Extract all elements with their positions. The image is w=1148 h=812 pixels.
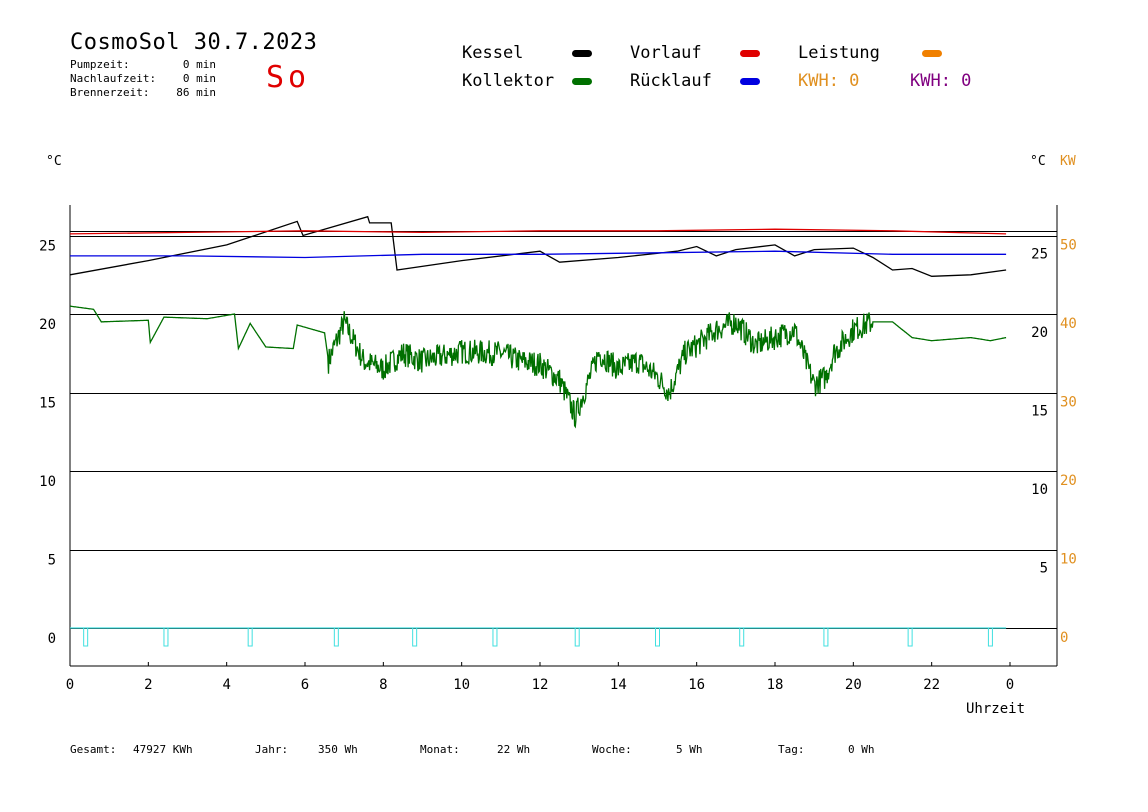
leistung-pulse-5	[492, 627, 498, 647]
stat-nachlaufzeit-value: 0 min	[182, 72, 216, 85]
legend-kwh-orange: KWH: 0	[798, 71, 860, 91]
footer-monat-label: Monat:	[420, 743, 460, 756]
stat-nachlaufzeit-label: Nachlaufzeit:	[70, 72, 157, 85]
x-tick-12: 0	[1006, 677, 1014, 693]
y-left-tick-15: 15	[39, 396, 56, 412]
x-tick-2: 4	[222, 677, 230, 693]
leistung-pulse-1	[163, 627, 169, 647]
right-axis-unit: °C	[1030, 154, 1046, 169]
stat-brennerzeit-value: 86 min	[176, 86, 216, 99]
leistung-pulse-9	[823, 627, 829, 647]
legend-kessel-label: Kessel	[462, 43, 524, 63]
x-tick-7: 14	[610, 677, 627, 693]
series-vorlauf	[69, 228, 1007, 235]
x-tick-0: 0	[66, 677, 74, 693]
leistung-pulse-11	[987, 627, 993, 647]
footer-woche-label: Woche:	[592, 743, 632, 756]
series-lines	[69, 215, 1007, 647]
legend-leistung-label: Leistung	[798, 43, 880, 63]
legend-kollektor-label: Kollektor	[462, 71, 555, 91]
y-right-tick-15: 15	[1031, 404, 1048, 420]
x-tick-1: 2	[144, 677, 152, 693]
y-left-tick-5: 5	[48, 553, 56, 569]
x-tick-8: 16	[688, 677, 705, 693]
footer-jahr-value: 350 Wh	[318, 743, 358, 756]
footer-gesamt-label: Gesamt:	[70, 743, 117, 756]
stat-pumpzeit-value: 0 min	[182, 58, 216, 71]
series-ruecklauf	[70, 250, 1007, 259]
series-kessel	[69, 215, 1007, 277]
footer-jahr-label: Jahr:	[255, 743, 289, 756]
grid-lines	[69, 205, 1058, 667]
footer-monat-value: 22 Wh	[497, 743, 531, 756]
y-kw-tick-50: 50	[1060, 238, 1077, 254]
y-left-tick-0: 0	[48, 631, 56, 647]
leistung-pulse-2	[247, 627, 253, 647]
leistung-pulse-8	[739, 627, 745, 647]
legend-kollektor-swatch	[572, 78, 592, 85]
x-tick-4: 8	[379, 677, 387, 693]
legend-leistung-swatch	[922, 50, 942, 57]
x-tick-3: 6	[301, 677, 309, 693]
y-kw-tick-40: 40	[1060, 316, 1077, 332]
leistung-pulse-0	[83, 627, 89, 647]
footer-tag-value: 0 Wh	[848, 743, 875, 756]
x-tick-10: 20	[845, 677, 862, 693]
legend-vorlauf-swatch	[740, 50, 760, 57]
x-tick-6: 12	[532, 677, 549, 693]
chart-title: CosmoSol 30.7.2023	[70, 30, 318, 55]
y-right-tick-25: 25	[1031, 247, 1048, 263]
y-kw-tick-10: 10	[1060, 552, 1077, 568]
y-left-tick-10: 10	[39, 474, 56, 490]
legend-kwh-purple: KWH: 0	[910, 71, 972, 91]
leistung-pulse-4	[412, 627, 418, 647]
y-right-tick-5: 5	[1040, 561, 1048, 577]
y-kw-tick-20: 20	[1060, 473, 1077, 489]
legend-vorlauf-label: Vorlauf	[630, 43, 702, 63]
left-axis-unit: °C	[46, 154, 62, 169]
footer-gesamt-value: 47927 KWh	[133, 743, 193, 756]
stat-brennerzeit-label: Brennerzeit:	[70, 86, 150, 99]
leistung-pulse-6	[574, 627, 580, 647]
leistung-pulse-3	[333, 627, 339, 647]
leistung-pulse-7	[655, 627, 660, 647]
x-tick-5: 10	[453, 677, 470, 693]
footer-woche-value: 5 Wh	[676, 743, 703, 756]
y-left-tick-20: 20	[39, 317, 56, 333]
legend-ruecklauf-label: Rücklauf	[630, 71, 712, 91]
series-kollektor	[70, 305, 1007, 429]
x-tick-11: 22	[923, 677, 940, 693]
x-tick-9: 18	[767, 677, 784, 693]
leistung-pulse-10	[907, 627, 913, 647]
legend-kessel-swatch	[572, 50, 592, 57]
y-right-tick-10: 10	[1031, 482, 1048, 498]
right-axis-kw-unit: KW	[1060, 154, 1076, 169]
y-left-tick-25: 25	[39, 239, 56, 255]
x-axis-label: Uhrzeit	[966, 701, 1026, 717]
day-name: So	[266, 60, 311, 95]
y-kw-tick-0: 0	[1060, 630, 1068, 646]
y-kw-tick-30: 30	[1060, 395, 1077, 411]
tick-labels: 0 5 10 15 20 25 5 10 15 20 25 0 10 20 30 40 50 0 2 4 6 8 10 12 1…	[39, 238, 1077, 694]
footer-tag-label: Tag:	[778, 743, 805, 756]
y-right-tick-20: 20	[1031, 325, 1048, 341]
legend-ruecklauf-swatch	[740, 78, 760, 85]
stat-pumpzeit-label: Pumpzeit:	[70, 58, 130, 71]
